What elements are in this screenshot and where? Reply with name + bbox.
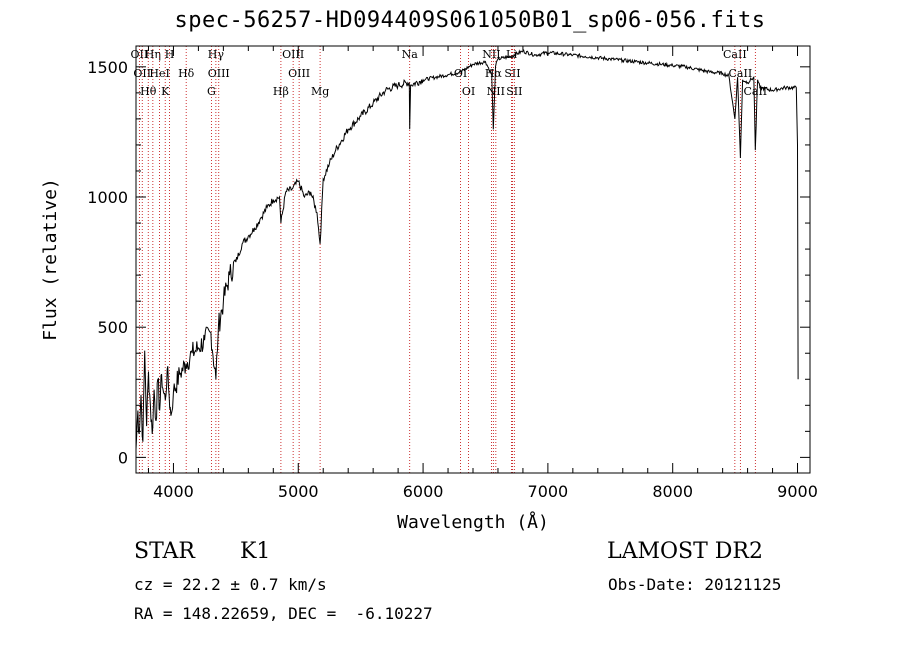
y-tick-label: 1500 [87, 58, 128, 77]
chart-title: spec-56257-HD094409S061050B01_sp06-056.f… [174, 8, 766, 33]
line-label: CaII [743, 85, 767, 98]
line-label: OIII [208, 67, 230, 80]
object-class: STAR [134, 539, 195, 564]
x-tick-label: 7000 [528, 482, 569, 501]
redshift-info: cz = 22.2 ± 0.7 km/s [134, 575, 327, 594]
line-label: Hγ [208, 48, 225, 61]
x-tick-label: 4000 [153, 482, 194, 501]
line-label: Na [402, 48, 419, 61]
obs-date: Obs-Date: 20121125 [608, 575, 782, 594]
line-label: OI [462, 85, 475, 98]
axis-ticks: 4000 5000 6000 7000 8000 9000 0 500 1000 1500 [87, 46, 818, 501]
line-label: OII [133, 67, 151, 80]
object-subclass: K1 [240, 539, 271, 564]
line-label: K [161, 85, 170, 98]
line-label: CaII [729, 67, 753, 80]
line-label: OIII [288, 67, 310, 80]
line-label: Mg [311, 85, 329, 98]
y-tick-label: 0 [118, 448, 128, 467]
line-label: SII [506, 85, 522, 98]
line-label: H [165, 48, 175, 61]
line-label: Hη [145, 48, 161, 61]
emission-line-markers: OIIOIIHθHηHeIKHHδGHγOIIIHβOIIIOIIIMgNaOI… [131, 46, 767, 473]
spectrum-line [135, 49, 799, 450]
x-tick-label: 5000 [278, 482, 319, 501]
y-axis-label: Flux (relative) [40, 178, 61, 341]
line-label: Hβ [273, 85, 289, 98]
survey-name: LAMOST DR2 [607, 539, 763, 564]
line-label: OIII [282, 48, 304, 61]
x-tick-label: 8000 [652, 482, 693, 501]
line-label: SII [504, 67, 520, 80]
x-axis-label: Wavelength (Å) [397, 511, 549, 533]
line-label: Hα [485, 67, 503, 80]
line-label: G [207, 85, 216, 98]
line-label: Li [506, 48, 517, 61]
line-label: HeI [149, 67, 169, 80]
line-label: Hθ [140, 85, 157, 98]
line-label: NII [487, 85, 505, 98]
coordinates: RA = 148.22659, DEC = -6.10227 [134, 604, 433, 623]
x-tick-label: 6000 [403, 482, 444, 501]
line-label: OII [131, 48, 149, 61]
y-tick-label: 1000 [87, 188, 128, 207]
y-tick-label: 500 [97, 318, 128, 337]
line-label: Hδ [178, 67, 195, 80]
line-label: CaII [723, 48, 747, 61]
x-tick-label: 9000 [777, 482, 818, 501]
line-label: NII [482, 48, 500, 61]
